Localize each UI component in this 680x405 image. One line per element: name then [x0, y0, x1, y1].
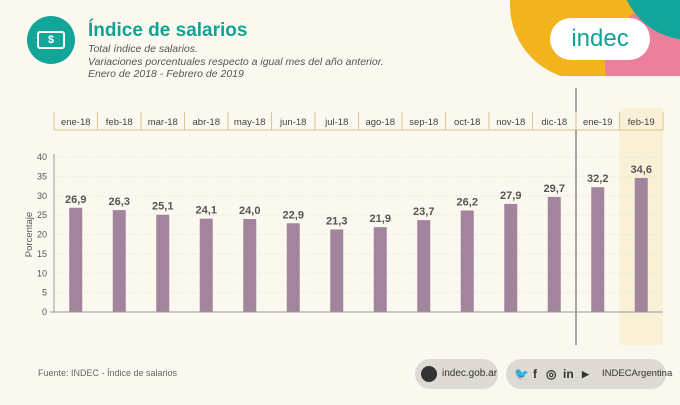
y-tick-label: 35	[37, 171, 47, 181]
y-axis-label: Porcentaje	[24, 212, 35, 257]
category-label: sep-18	[409, 117, 438, 128]
twitter-icon[interactable]: 🐦	[514, 367, 529, 381]
data-label: 21,3	[326, 215, 347, 227]
youtube-icon[interactable]: ▶	[582, 369, 589, 379]
data-label: 21,9	[370, 213, 391, 225]
social-handle: INDECArgentina	[602, 368, 673, 379]
data-label: 25,1	[152, 201, 173, 213]
linkedin-icon[interactable]: in	[563, 367, 574, 381]
data-label: 26,3	[109, 196, 130, 208]
category-label: jul-18	[324, 117, 348, 128]
bar	[591, 187, 605, 312]
bar	[504, 203, 518, 312]
bar	[243, 219, 257, 312]
y-tick-label: 30	[37, 191, 47, 201]
data-label: 22,9	[283, 209, 304, 221]
bar	[547, 196, 561, 312]
category-label: dic-18	[541, 117, 567, 128]
bar	[330, 229, 344, 312]
instagram-icon[interactable]: ◎	[546, 367, 557, 381]
category-label: mar-18	[148, 117, 178, 128]
y-tick-label: 15	[37, 249, 47, 259]
category-label: feb-19	[628, 117, 655, 128]
category-label: jun-18	[279, 117, 306, 128]
source-note: Fuente: INDEC - Índice de salarios	[38, 368, 178, 378]
y-tick-label: 10	[37, 268, 47, 278]
title-icon-circle: $	[27, 16, 75, 64]
bar	[69, 207, 83, 312]
bar	[460, 210, 474, 312]
bar	[417, 220, 431, 312]
category-label: ago-18	[365, 117, 395, 128]
bar	[634, 177, 648, 312]
data-label: 29,7	[544, 183, 565, 195]
data-label: 27,9	[500, 190, 521, 202]
category-label: feb-18	[106, 117, 133, 128]
facebook-icon[interactable]: f	[533, 367, 537, 381]
subtitle-line-1: Total índice de salarios.	[88, 43, 198, 55]
y-tick-label: 20	[37, 230, 47, 240]
category-label: may-18	[234, 117, 266, 128]
category-label: ene-19	[583, 117, 613, 128]
category-label: nov-18	[496, 117, 525, 128]
category-label: abr-18	[193, 117, 220, 128]
y-tick-label: 0	[42, 307, 47, 317]
bar	[199, 218, 213, 312]
indec-logo: indec	[550, 18, 650, 60]
data-label: 26,2	[457, 196, 478, 208]
category-label: oct-18	[454, 117, 480, 128]
y-tick-label: 25	[37, 210, 47, 220]
subtitle-line-2: Variaciones porcentuales respecto a igua…	[88, 56, 384, 68]
page-title: Índice de salarios	[88, 20, 248, 41]
data-label: 26,9	[65, 194, 86, 206]
data-label: 34,6	[631, 164, 652, 176]
money-bill-icon: $	[37, 31, 65, 49]
globe-icon	[421, 366, 437, 382]
category-label: ene-18	[61, 117, 91, 128]
website-link[interactable]: indec.gob.ar	[415, 359, 498, 389]
data-label: 24,1	[196, 205, 217, 217]
bar	[112, 210, 126, 312]
data-label: 24,0	[239, 205, 260, 217]
subtitle-line-3: Enero de 2018 - Febrero de 2019	[88, 68, 244, 80]
y-tick-label: 40	[37, 152, 47, 162]
social-links: 🐦 f ◎ in ▶ INDECArgentina	[506, 359, 672, 389]
y-tick-label: 5	[42, 288, 47, 298]
bar	[286, 223, 300, 312]
data-label: 32,2	[587, 173, 608, 185]
bar	[373, 227, 387, 312]
bar	[156, 214, 170, 312]
website-text: indec.gob.ar	[442, 368, 498, 379]
data-label: 23,7	[413, 206, 434, 218]
